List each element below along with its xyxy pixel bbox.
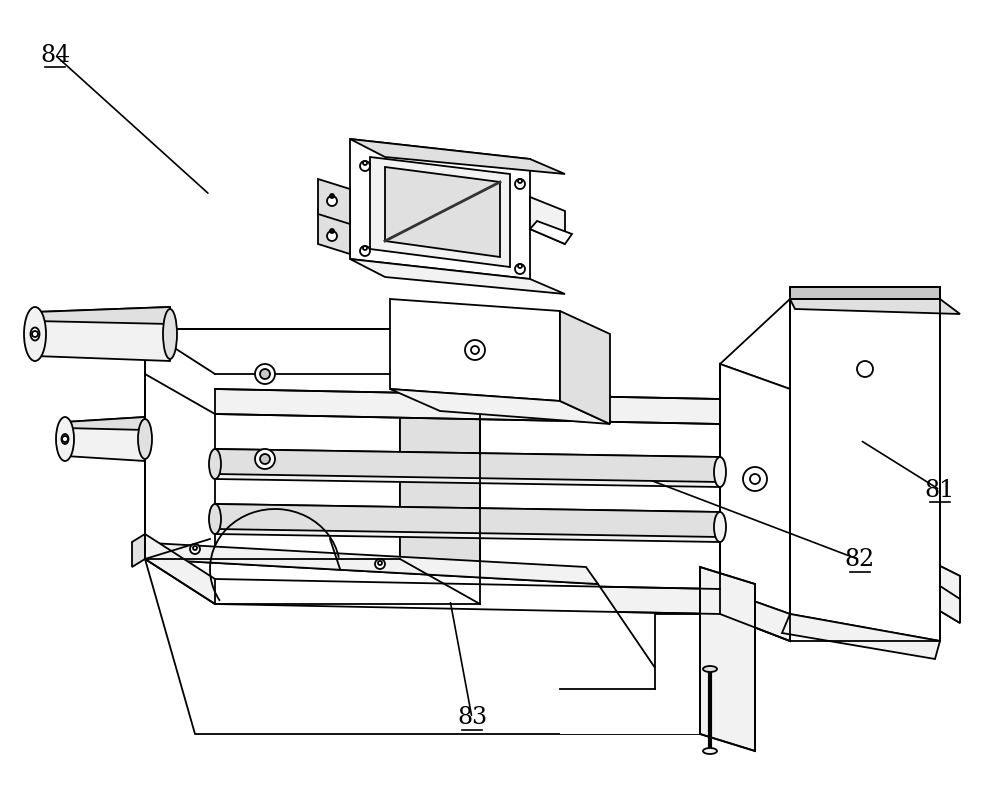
Polygon shape xyxy=(560,311,610,424)
Polygon shape xyxy=(350,139,565,174)
Polygon shape xyxy=(390,389,610,424)
Polygon shape xyxy=(790,299,960,314)
Circle shape xyxy=(260,454,270,464)
Ellipse shape xyxy=(138,419,152,459)
Polygon shape xyxy=(790,287,940,299)
Polygon shape xyxy=(350,139,530,279)
Circle shape xyxy=(515,179,525,189)
Polygon shape xyxy=(65,417,145,430)
Polygon shape xyxy=(318,179,350,224)
Polygon shape xyxy=(215,449,720,487)
Circle shape xyxy=(255,449,275,469)
Polygon shape xyxy=(215,504,720,542)
Circle shape xyxy=(327,196,337,206)
Circle shape xyxy=(327,231,337,241)
Ellipse shape xyxy=(24,307,46,361)
Polygon shape xyxy=(790,299,940,641)
Ellipse shape xyxy=(703,748,717,754)
Polygon shape xyxy=(132,534,145,567)
Polygon shape xyxy=(400,329,480,604)
Polygon shape xyxy=(720,364,790,614)
Polygon shape xyxy=(215,449,720,482)
Ellipse shape xyxy=(714,457,726,487)
Ellipse shape xyxy=(209,449,221,479)
Polygon shape xyxy=(215,579,720,614)
Text: 82: 82 xyxy=(845,548,875,571)
Circle shape xyxy=(857,361,873,377)
Polygon shape xyxy=(65,417,145,461)
Text: 81: 81 xyxy=(925,478,955,502)
Polygon shape xyxy=(940,566,960,623)
Polygon shape xyxy=(215,504,720,537)
Polygon shape xyxy=(370,157,510,267)
Polygon shape xyxy=(530,197,565,244)
Circle shape xyxy=(465,340,485,360)
Text: 84: 84 xyxy=(40,43,70,66)
Ellipse shape xyxy=(56,417,74,461)
Circle shape xyxy=(743,467,767,491)
Polygon shape xyxy=(530,221,572,244)
Circle shape xyxy=(515,264,525,274)
Polygon shape xyxy=(215,389,720,424)
Text: 83: 83 xyxy=(457,706,487,730)
Ellipse shape xyxy=(714,512,726,542)
Polygon shape xyxy=(35,307,170,324)
Circle shape xyxy=(190,544,200,554)
Polygon shape xyxy=(145,374,215,579)
Polygon shape xyxy=(145,534,215,604)
Polygon shape xyxy=(35,307,170,361)
Circle shape xyxy=(260,369,270,379)
Circle shape xyxy=(360,161,370,171)
Circle shape xyxy=(375,559,385,569)
Polygon shape xyxy=(318,209,350,254)
Ellipse shape xyxy=(209,504,221,534)
Polygon shape xyxy=(720,589,790,641)
Polygon shape xyxy=(385,167,500,257)
Polygon shape xyxy=(132,542,598,584)
Polygon shape xyxy=(940,566,960,623)
Polygon shape xyxy=(782,614,940,659)
Ellipse shape xyxy=(62,434,68,444)
Circle shape xyxy=(255,364,275,384)
Ellipse shape xyxy=(703,666,717,672)
Ellipse shape xyxy=(163,309,177,359)
Polygon shape xyxy=(145,329,400,559)
Polygon shape xyxy=(700,567,755,751)
Polygon shape xyxy=(350,259,565,294)
Polygon shape xyxy=(720,364,790,641)
Polygon shape xyxy=(390,299,560,401)
Polygon shape xyxy=(560,614,700,734)
Polygon shape xyxy=(145,559,480,604)
Circle shape xyxy=(360,246,370,256)
Ellipse shape xyxy=(30,327,40,341)
Polygon shape xyxy=(145,559,700,734)
